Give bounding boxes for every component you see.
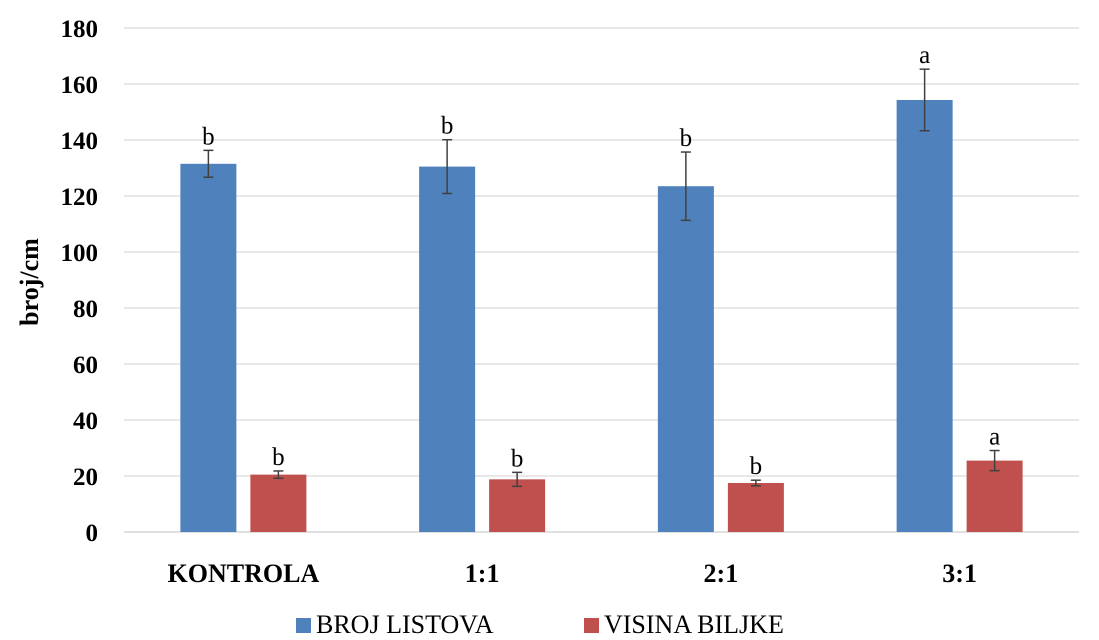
significance-label: b: [441, 113, 454, 140]
significance-label: b: [511, 445, 524, 472]
y-tick-label: 80: [73, 296, 98, 323]
y-tick-label: 100: [61, 240, 99, 267]
significance-label: a: [989, 424, 1000, 451]
x-category-label: 2:1: [704, 559, 739, 588]
x-category-label: 1:1: [465, 559, 500, 588]
legend-swatch: [584, 618, 599, 633]
x-axis-categories: KONTROLA 1:1 2:1 3:1: [168, 559, 977, 588]
bar-visina-biljke: [250, 474, 307, 532]
y-tick-label: 60: [73, 352, 98, 379]
y-tick-label: 180: [61, 16, 99, 43]
y-axis-label: broj/cm: [15, 238, 44, 326]
bar-broj-listova: [180, 163, 237, 533]
significance-label: b: [750, 453, 763, 480]
bar-broj-listova: [896, 99, 953, 533]
y-tick-label: 140: [61, 128, 99, 155]
legend-swatch: [296, 618, 311, 633]
significance-label: b: [202, 123, 215, 150]
legend-label: BROJ LISTOVA: [316, 610, 494, 639]
legend-label: VISINA BILJKE: [604, 610, 784, 639]
y-axis-ticks: 0 20 40 60 80 100 120 140 160 180: [61, 16, 99, 547]
bar-visina-biljke: [489, 479, 546, 532]
error-bars: [203, 68, 1000, 488]
y-tick-label: 20: [73, 464, 98, 491]
significance-label: b: [272, 444, 285, 471]
y-tick-label: 120: [61, 184, 99, 211]
y-tick-label: 40: [73, 408, 98, 435]
legend: BROJ LISTOVA VISINA BILJKE: [296, 610, 784, 639]
x-category-label: KONTROLA: [168, 559, 320, 588]
y-tick-label: 160: [61, 72, 99, 99]
significance-label: a: [919, 42, 930, 69]
bar-broj-listova: [657, 186, 714, 532]
significance-labels: b b b b b b a a: [202, 42, 1000, 480]
bars: [180, 99, 1023, 533]
x-category-label: 3:1: [942, 559, 977, 588]
significance-label: b: [680, 125, 693, 152]
bar-broj-listova: [419, 166, 476, 532]
y-tick-label: 0: [86, 520, 99, 547]
bar-visina-biljke: [966, 460, 1023, 532]
bar-visina-biljke: [727, 483, 784, 532]
